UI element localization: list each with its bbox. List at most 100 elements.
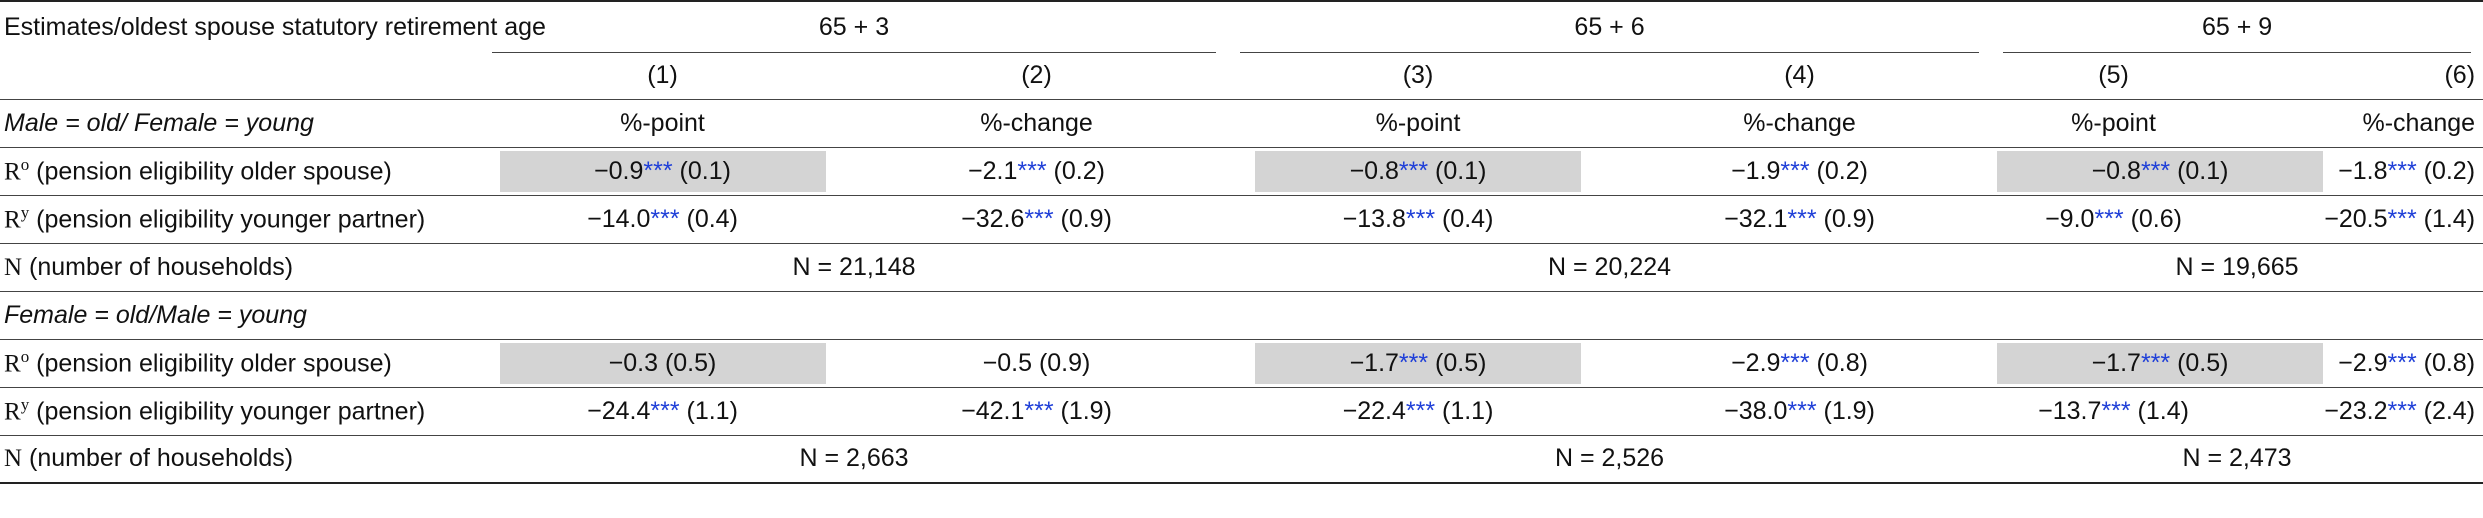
- standard-error: (0.2): [2416, 156, 2476, 185]
- row-label: Ro (pension eligibility older spouse): [0, 338, 480, 387]
- standard-error: (0.4): [679, 204, 738, 233]
- significance-stars: ***: [1787, 204, 1817, 233]
- estimate-value: −0.8: [2091, 156, 2141, 185]
- significance-stars: ***: [2387, 156, 2417, 185]
- standard-error: (0.9): [1816, 204, 1875, 233]
- households-count: N = 2,473: [1991, 434, 2483, 484]
- standard-error: (1.4): [2416, 204, 2476, 233]
- significance-stars: ***: [1024, 396, 1054, 425]
- estimate: −2.9*** (0.8): [1731, 349, 1868, 377]
- significance-stars: ***: [650, 396, 680, 425]
- estimate-value: −13.7: [2038, 396, 2102, 425]
- estimate-value: −42.1: [961, 396, 1025, 425]
- significance-stars: ***: [1405, 396, 1436, 425]
- row-label-text: (number of households): [22, 444, 294, 473]
- estimate-value: −9.0: [2045, 204, 2095, 233]
- col-type: %-point: [480, 98, 845, 147]
- estimate-cell: −24.4*** (1.1): [480, 386, 845, 435]
- estimate-cell: −9.0*** (0.6): [1991, 194, 2237, 243]
- estimate-value: −2.1: [968, 156, 1018, 185]
- significance-stars: ***: [1405, 204, 1436, 233]
- households-count: N = 2,663: [480, 434, 1229, 484]
- estimate-cell: −14.0*** (0.4): [480, 194, 845, 243]
- estimate-value: −2.9: [1731, 348, 1781, 377]
- panel-title-female: Female = old/Male = young: [0, 290, 480, 339]
- significance-stars: ***: [650, 204, 680, 233]
- standard-error: (0.5): [2170, 348, 2229, 377]
- estimate-cell: −42.1*** (1.9): [845, 386, 1229, 435]
- row-label: Ry (pension eligibility younger partner): [0, 386, 480, 435]
- standard-error: (0.1): [2170, 156, 2229, 185]
- standard-error: (0.2): [1046, 156, 1105, 185]
- estimate-value: −0.9: [594, 156, 644, 185]
- significance-stars: ***: [2101, 396, 2131, 425]
- empty-cell: [1991, 290, 2237, 339]
- shaded-estimate: −0.8*** (0.1): [1997, 150, 2324, 192]
- estimate-value: −0.8: [1349, 156, 1399, 185]
- row-label: N (number of households): [0, 242, 480, 291]
- panel-male-header-row: Male = old/ Female = young %-point %-cha…: [0, 98, 2483, 147]
- empty-cell: [480, 290, 845, 339]
- table-row: Ro (pension eligibility older spouse) −0.…: [0, 146, 2483, 195]
- estimate-value: −14.0: [587, 204, 651, 233]
- estimate-cell: −22.4*** (1.1): [1228, 386, 1609, 435]
- estimate: −32.6*** (0.9): [961, 205, 1112, 233]
- standard-error: (1.4): [2130, 396, 2189, 425]
- results-table: Estimates/oldest spouse statutory retire…: [0, 0, 2483, 484]
- significance-stars: ***: [643, 156, 673, 185]
- estimate-value: −1.9: [1731, 156, 1781, 185]
- col-type: %-change: [2236, 98, 2483, 147]
- col-number: (6): [2444, 61, 2476, 90]
- shaded-estimate: −0.9*** (0.1): [499, 150, 826, 192]
- estimate-value: −13.8: [1342, 204, 1406, 233]
- group-header-2: 65 + 6: [1228, 0, 1992, 53]
- row-label-text: (pension eligibility younger partner): [29, 397, 426, 426]
- col-type: %-point: [1991, 98, 2237, 147]
- significance-stars: ***: [1017, 156, 1047, 185]
- estimate-value: −32.1: [1724, 204, 1788, 233]
- n-row: N (number of households) N = 21,148 N = 20…: [0, 242, 2483, 291]
- math-superscript: y: [20, 395, 30, 415]
- significance-stars: ***: [1787, 396, 1817, 425]
- standard-error: (0.1): [672, 156, 731, 185]
- standard-error: (0.9): [1053, 204, 1112, 233]
- math-symbol: R: [4, 398, 21, 426]
- estimate-cell: −1.7*** (0.5): [1991, 338, 2324, 387]
- group-label: 65 + 3: [818, 13, 890, 41]
- panel-title-male: Male = old/ Female = young: [0, 98, 480, 147]
- estimate-value: −2.9: [2338, 348, 2388, 377]
- estimate-value: −38.0: [1724, 396, 1788, 425]
- estimate: −42.1*** (1.9): [961, 397, 1112, 425]
- empty-cell: [0, 53, 480, 99]
- math-symbol: R: [4, 206, 21, 234]
- shaded-estimate: −0.3 (0.5): [499, 342, 826, 384]
- estimate-value: −0.5: [982, 348, 1032, 377]
- estimate: −13.7*** (1.4): [2038, 397, 2189, 425]
- standard-error: (1.9): [1053, 396, 1112, 425]
- estimate-value: −1.8: [2338, 156, 2388, 185]
- estimate-value: −22.4: [1342, 396, 1406, 425]
- estimate-value: −20.5: [2324, 204, 2388, 233]
- n-row: N (number of households) N = 2,663 N = 2,5…: [0, 434, 2483, 484]
- standard-error: (1.1): [1435, 396, 1494, 425]
- estimate: −20.5*** (1.4): [2324, 205, 2475, 233]
- estimate-cell: −32.6*** (0.9): [845, 194, 1229, 243]
- shaded-estimate: −1.7*** (0.5): [1997, 342, 2324, 384]
- estimate-cell: −32.1*** (0.9): [1608, 194, 1992, 243]
- estimate: −2.1*** (0.2): [968, 157, 1105, 185]
- empty-cell: [2236, 290, 2483, 339]
- standard-error: (1.1): [679, 396, 738, 425]
- math-superscript: o: [20, 347, 30, 367]
- significance-stars: ***: [2387, 204, 2417, 233]
- significance-stars: ***: [1780, 348, 1810, 377]
- estimate-cell: −13.7*** (1.4): [1991, 386, 2237, 435]
- standard-error: (0.2): [1809, 156, 1868, 185]
- estimate-cell: −0.9*** (0.1): [480, 146, 845, 195]
- math-symbol: R: [4, 158, 21, 186]
- math-symbol: N: [4, 445, 23, 473]
- table-row: Ry (pension eligibility younger partner)…: [0, 194, 2483, 243]
- table-row: Ro (pension eligibility older spouse) −0.…: [0, 338, 2483, 387]
- estimate: −24.4*** (1.1): [587, 397, 738, 425]
- significance-stars: ***: [2140, 348, 2171, 377]
